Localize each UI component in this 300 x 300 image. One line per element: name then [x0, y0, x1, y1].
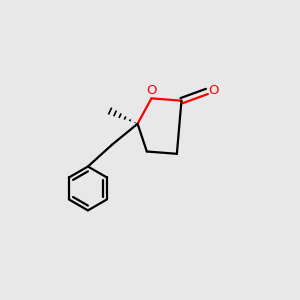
Text: O: O	[208, 84, 219, 97]
Text: O: O	[147, 85, 157, 98]
